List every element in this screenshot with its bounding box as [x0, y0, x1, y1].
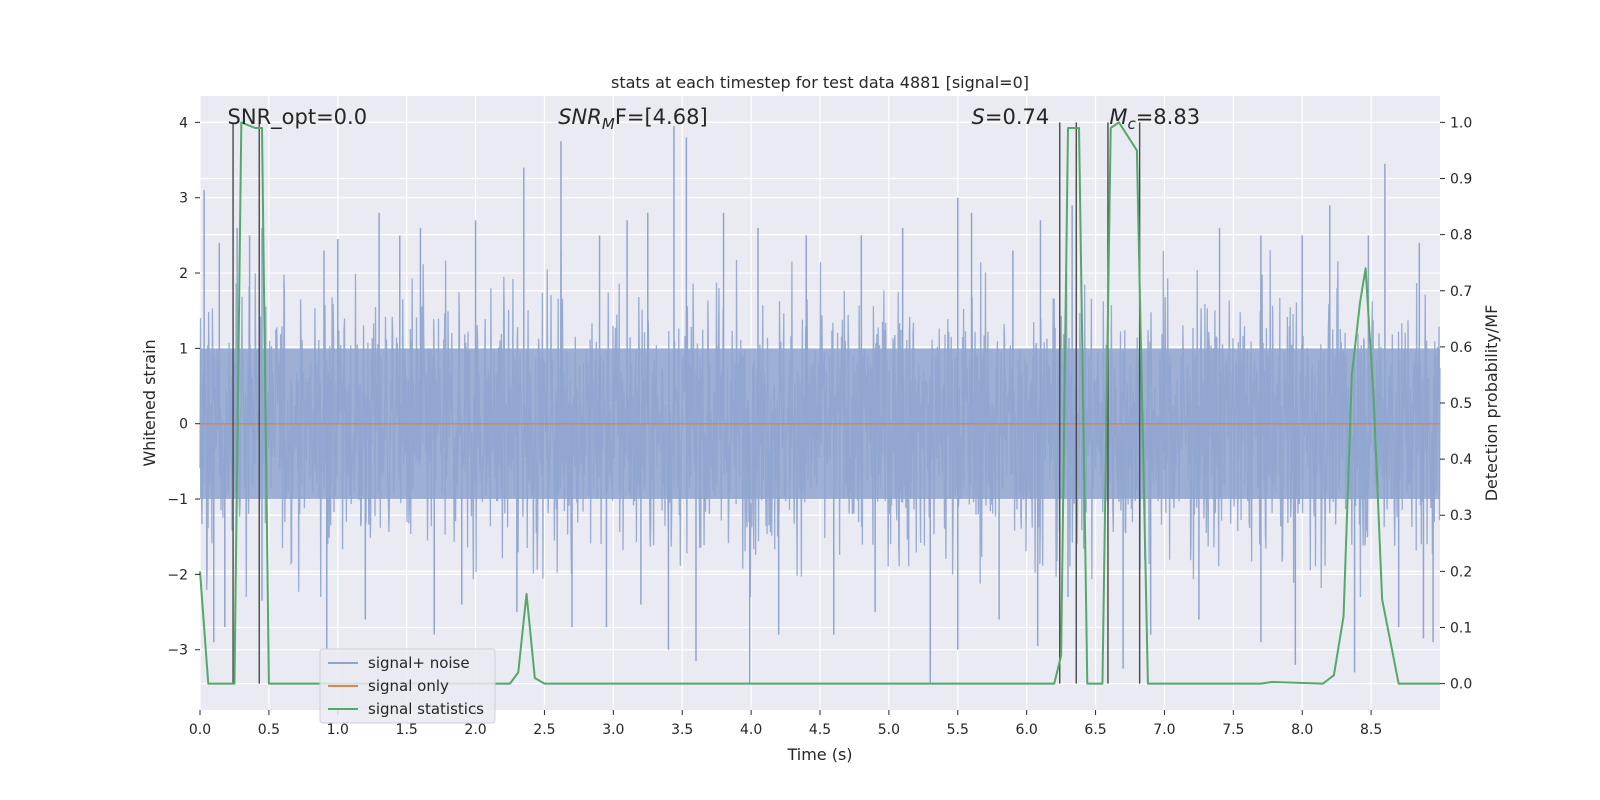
- x-tick-label-5: 2.5: [533, 722, 555, 738]
- x-tick-label-14: 7.0: [1153, 722, 1175, 738]
- signal-statistics-line: [199, 121, 1440, 685]
- y-right-tick-label-5: 0.5: [1450, 396, 1472, 412]
- x-tick-label-11: 5.5: [947, 722, 969, 738]
- y-axis-left-ticks: −3 −2 −1 0 1 2 3 4: [167, 115, 200, 659]
- y-left-tick-label-4: 1: [179, 341, 188, 357]
- y-axis-right-ticks: 0.0 0.1 0.2 0.3 0.4 0.5 0.6 0.7 0.8 0.9 1.0: [1440, 115, 1472, 693]
- y-right-tick-label-0: 0.0: [1450, 677, 1472, 693]
- x-tick-label-9: 4.5: [809, 722, 831, 738]
- x-tick-label-6: 3.0: [602, 722, 624, 738]
- series-signal-statistics: [199, 121, 1440, 685]
- y-left-tick-label-0: −3: [167, 643, 188, 659]
- y-right-tick-label-3: 0.3: [1450, 508, 1472, 524]
- y-right-tick-label-1: 0.1: [1450, 620, 1472, 636]
- x-tick-label-8: 4.0: [740, 722, 762, 738]
- annotation-snr_mf: SNRMF=[4.68]: [558, 105, 707, 133]
- annotation-snr_opt: SNR_opt=0.0: [228, 105, 368, 130]
- y-left-tick-label-6: 3: [179, 191, 188, 207]
- x-tick-label-4: 2.0: [464, 722, 486, 738]
- annotation-mc: Mc=8.83: [1109, 105, 1200, 133]
- legend-label-signal: signal only: [368, 677, 449, 695]
- x-tick-label-2: 1.0: [327, 722, 349, 738]
- x-tick-label-17: 8.5: [1360, 722, 1382, 738]
- legend-label-noise: signal+ noise: [368, 654, 470, 672]
- y-right-tick-label-6: 0.6: [1450, 340, 1472, 356]
- legend-box: [319, 648, 496, 724]
- x-tick-label-13: 6.5: [1084, 722, 1106, 738]
- annotations: SNR_opt=0.0 SNRMF=[4.68] S=0.74 Mc=8.83: [228, 105, 1201, 133]
- legend: signal+ noise signal only signal statist…: [319, 648, 496, 724]
- y-left-tick-label-2: −1: [167, 492, 188, 508]
- y-right-tick-label-7: 0.7: [1450, 284, 1472, 300]
- annotation-s: S=0.74: [972, 105, 1050, 129]
- x-tick-label-3: 1.5: [396, 722, 418, 738]
- x-tick-label-10: 5.0: [878, 722, 900, 738]
- chart-title: stats at each timestep for test data 488…: [611, 73, 1029, 92]
- y-right-tick-label-4: 0.4: [1450, 452, 1472, 468]
- y-left-tick-label-1: −2: [167, 567, 188, 583]
- y-right-tick-label-9: 0.9: [1450, 172, 1472, 188]
- x-tick-label-12: 6.0: [1016, 722, 1038, 738]
- y-left-tick-label-7: 4: [179, 115, 188, 131]
- y-left-tick-label-3: 0: [179, 417, 188, 433]
- x-axis-label: Time (s): [786, 745, 852, 764]
- y-right-tick-label-10: 1.0: [1450, 115, 1472, 131]
- x-tick-label-1: 0.5: [258, 722, 280, 738]
- x-tick-label-7: 3.5: [671, 722, 693, 738]
- vertical-markers: [232, 122, 1141, 684]
- legend-label-statistics: signal statistics: [368, 700, 484, 718]
- y-right-tick-label-2: 0.2: [1450, 564, 1472, 580]
- y-right-tick-label-8: 0.8: [1450, 228, 1472, 244]
- x-tick-label-15: 7.5: [1222, 722, 1244, 738]
- y-left-tick-label-5: 2: [179, 266, 188, 282]
- x-axis-ticks: 0.0 0.5 1.0 1.5 2.0 2.5 3.0 3.5 4.0 4.5 5.0 5.5 6.0 6…: [189, 710, 1382, 738]
- y-axis-right-label: Detection probability/MF: [1482, 305, 1501, 502]
- x-tick-label-0: 0.0: [189, 722, 211, 738]
- x-tick-label-16: 8.0: [1291, 722, 1313, 738]
- y-axis-left-label: Whitened strain: [140, 339, 159, 466]
